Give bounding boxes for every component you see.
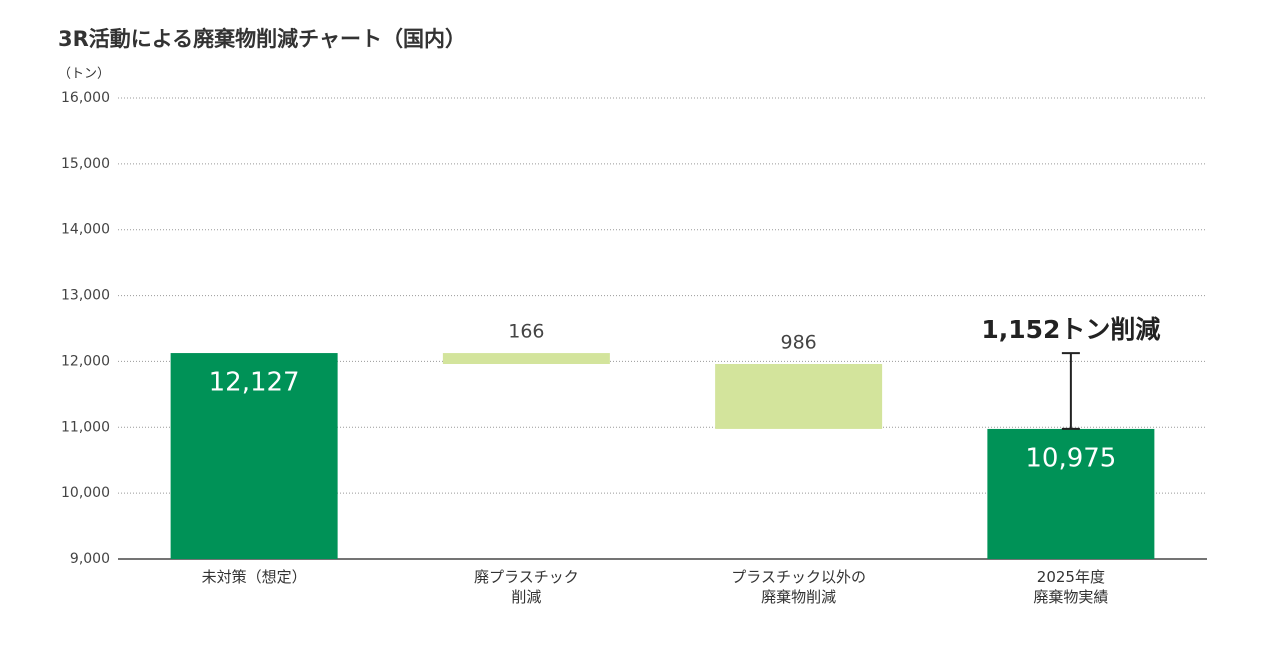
- x-tick-line: プラスチック以外の: [731, 568, 866, 586]
- x-tick-label: プラスチック以外の廃棄物削減: [731, 568, 866, 606]
- y-tick-label: 9,000: [70, 551, 110, 567]
- y-tick-label: 14,000: [61, 222, 110, 238]
- value-label: 986: [780, 331, 816, 353]
- bar: [442, 353, 610, 364]
- bar: [170, 353, 338, 559]
- annotation: 1,152トン削減: [981, 315, 1160, 344]
- x-tick-label: 2025年度廃棄物実績: [1033, 568, 1108, 606]
- x-tick-line: 廃プラスチック: [474, 568, 579, 586]
- bar: [715, 363, 883, 429]
- x-tick-line: 廃棄物実績: [1033, 588, 1108, 606]
- bar: [987, 428, 1155, 559]
- value-label: 12,127: [209, 368, 300, 398]
- x-tick-line: 廃棄物削減: [761, 588, 836, 606]
- x-tick-line: 削減: [511, 588, 541, 606]
- x-tick-line: 未対策（想定）: [202, 568, 307, 586]
- x-tick-label: 廃プラスチック削減: [474, 568, 579, 606]
- value-label: 10,975: [1025, 443, 1116, 473]
- y-tick-label: 16,000: [61, 90, 110, 106]
- y-tick-label: 13,000: [61, 288, 110, 304]
- x-tick-label: 未対策（想定）: [202, 568, 307, 586]
- y-axis-label: （トン）: [58, 67, 110, 82]
- x-tick-line: 2025年度: [1037, 568, 1105, 586]
- y-tick-label: 10,000: [61, 485, 110, 501]
- y-tick-label: 15,000: [61, 156, 110, 172]
- y-tick-label: 11,000: [61, 419, 110, 435]
- chart-title: 3R活動による廃棄物削減チャート（国内）: [58, 27, 466, 51]
- value-label: 166: [508, 321, 544, 343]
- y-tick-label: 12,000: [61, 353, 110, 369]
